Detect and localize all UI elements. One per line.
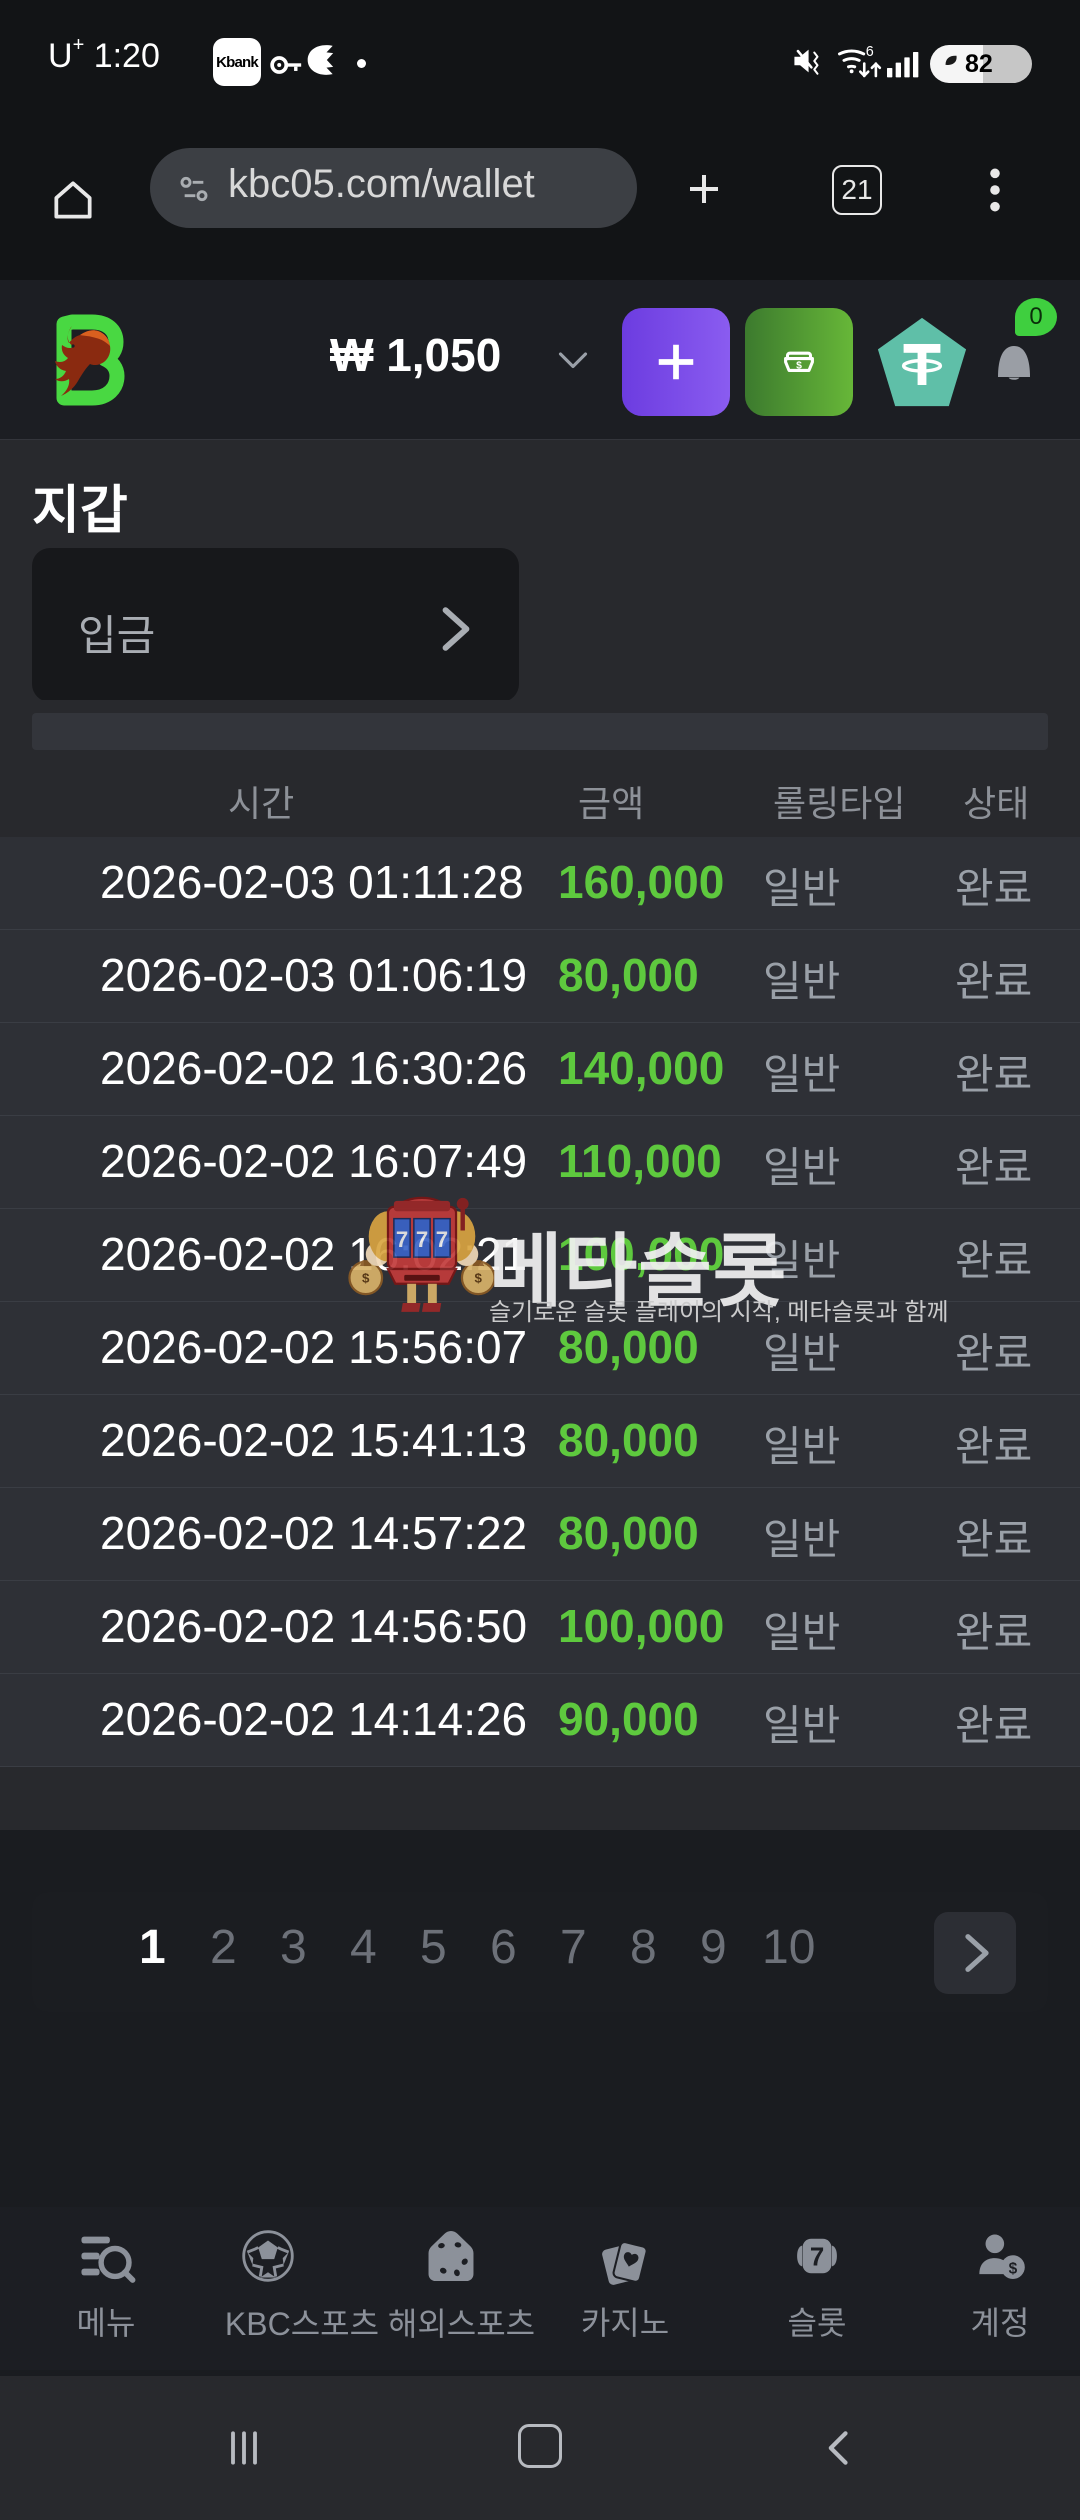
svg-text:$: $ <box>796 360 802 371</box>
svg-text:6: 6 <box>866 44 874 60</box>
svg-text:$: $ <box>1009 2260 1018 2277</box>
svg-text:7: 7 <box>810 2243 824 2271</box>
